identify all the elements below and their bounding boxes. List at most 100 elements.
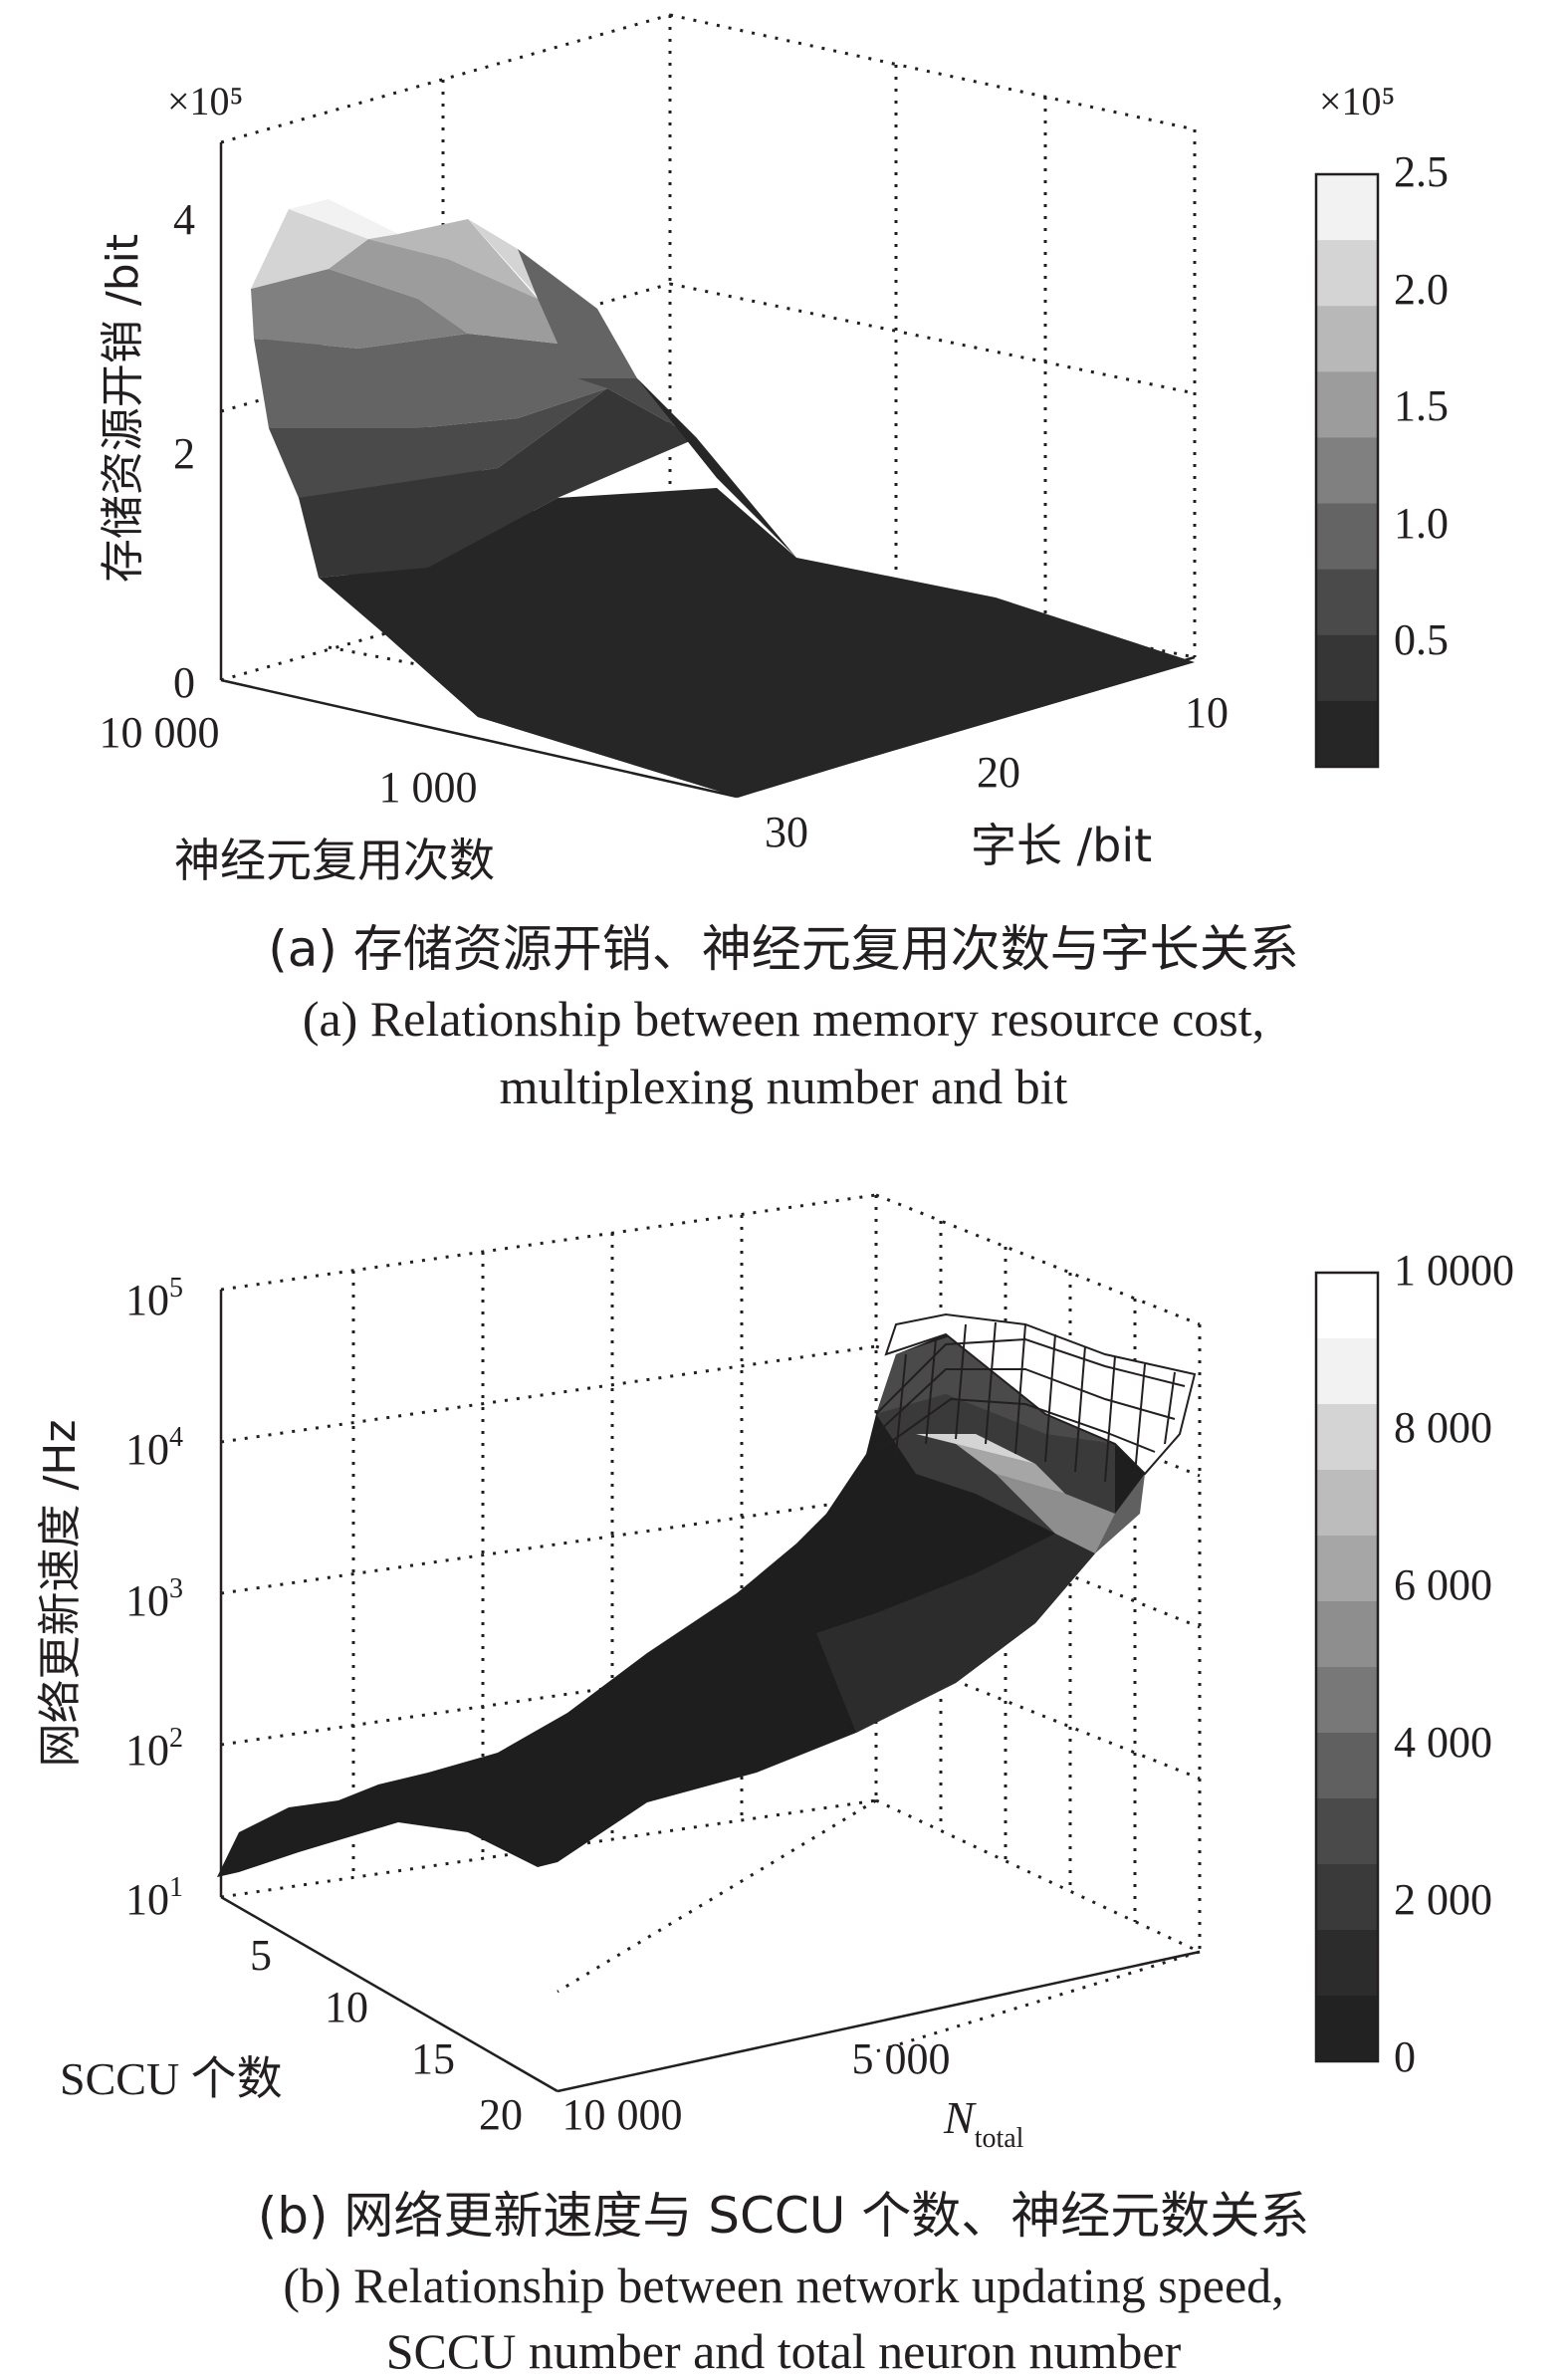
chart-a-z-ticks: 0 2 4	[173, 195, 195, 707]
chart-b-colorbar-tick: 4 000	[1394, 1718, 1492, 1767]
chart-b-z-tick: 104	[125, 1422, 183, 1474]
surface-b-main	[217, 1334, 1145, 1877]
surface-a-band-8	[251, 209, 368, 289]
chart-b-colorbar-level	[1316, 1404, 1378, 1471]
chart-a-colorbar-level	[1316, 569, 1378, 636]
chart-b-x-tick: 15	[411, 2034, 455, 2083]
chart-b-z-tick: 102	[125, 1723, 183, 1775]
chart-b-colorbar-tick: 2 000	[1394, 1875, 1492, 1924]
chart-b-colorbar-level	[1316, 1996, 1378, 2062]
chart-a-colorbar-level	[1316, 371, 1378, 438]
chart-b-z-tick: 103	[125, 1573, 183, 1625]
chart-a-colorbar-level	[1316, 437, 1378, 505]
chart-b-caption-cn: (b) 网络更新速度与 SCCU 个数、神经元数关系	[258, 2187, 1310, 2245]
chart-b-colorbar-level	[1316, 1536, 1378, 1602]
chart-b-y-ticks: 10 000 5 000	[562, 2034, 951, 2139]
chart-a-x-tick: 1 000	[379, 763, 478, 812]
chart-a-caption-en-line1: (a) Relationship between memory resource…	[303, 991, 1264, 1047]
chart-a-colorbar-tick: 2.5	[1394, 147, 1449, 196]
surface-a-band-6	[329, 239, 558, 344]
chart-b-z-tick: 101	[125, 1872, 183, 1924]
chart-b-colorbar: 1 0000 8 000 6 000 4 000 2 000 0	[1314, 1246, 1514, 2081]
chart-a-colorbar-tick: 1.5	[1394, 381, 1449, 430]
chart-b-y-label: Ntotal	[943, 2092, 1024, 2154]
chart-a-z-tick: 4	[173, 195, 195, 244]
chart-b-surface-mesh	[875, 1321, 1186, 1483]
chart-a-z-tick: 0	[173, 658, 195, 707]
surface-a-band-5	[251, 269, 468, 349]
chart-b-colorbar-level	[1316, 1601, 1378, 1668]
chart-a-x-label: 神经元复用次数	[174, 833, 495, 887]
chart-b-colorbar-level	[1316, 1930, 1378, 1997]
surface-a-band-7	[368, 219, 538, 299]
chart-b-colorbar-level	[1316, 1798, 1378, 1865]
chart-a-colorbar: ×10⁵ 2.5 2.0 1.5 1.0 0.5	[1314, 79, 1449, 769]
surface-a-band-1	[319, 488, 1195, 797]
chart-a-colorbar-level	[1316, 306, 1378, 372]
chart-a-caption-cn: (a) 存储资源开销、神经元复用次数与字长关系	[268, 920, 1299, 978]
chart-a-x-tick: 10 000	[100, 708, 220, 757]
chart-b-colorbar-level	[1316, 1733, 1378, 1799]
chart-b-y-tick: 10 000	[562, 2090, 683, 2139]
surface-b-band-8	[884, 1312, 1197, 1476]
chart-b-colorbar-level	[1316, 1338, 1378, 1405]
chart-b-colorbar-level	[1316, 1864, 1378, 1931]
chart-a-colorbar-ticks: 2.5 2.0 1.5 1.0 0.5	[1394, 147, 1449, 664]
chart-b-colorbar-tick: 6 000	[1394, 1560, 1492, 1609]
chart-a-colorbar-level	[1316, 700, 1378, 768]
surface-b-band-7	[916, 1434, 1035, 1464]
surface-b-band-5	[996, 1474, 1115, 1553]
chart-a: 0 2 4 ×10⁵ 10 000 1 000 10 20 30 存储资源开销 …	[98, 13, 1449, 1114]
surface-a-band-12	[577, 378, 697, 438]
chart-a-z-label: 存储资源开销 /bit	[98, 234, 148, 583]
chart-a-colorbar-levels	[1316, 174, 1378, 768]
chart-b-surface	[217, 1312, 1197, 1877]
chart-a-z-tick: 2	[173, 429, 195, 478]
chart-a-y-ticks: 10 20 30	[765, 688, 1229, 856]
surface-a-band-3	[269, 388, 607, 498]
chart-a-caption-en-line2: multiplexing number and bit	[500, 1059, 1068, 1114]
chart-a-surface	[251, 199, 1195, 797]
surface-a-band-2	[299, 388, 697, 578]
chart-a-y-tick: 30	[765, 808, 808, 856]
chart-a-colorbar-level	[1316, 174, 1378, 241]
chart-b-z-label: 网络更新速度 /Hz	[35, 1420, 86, 1768]
chart-b-y-tick: 5 000	[852, 2034, 951, 2083]
chart-b-x-tick: 5	[250, 1931, 272, 1980]
chart-b: 105 104 103 102 101 5 10 15 20 10 000 5 …	[35, 1193, 1514, 2379]
chart-a-colorbar-frame	[1314, 172, 1380, 769]
chart-b-colorbar-tick: 8 000	[1394, 1403, 1492, 1452]
chart-a-x-ticks: 10 000 1 000	[100, 708, 478, 812]
surface-b-band-4	[1095, 1474, 1145, 1553]
chart-b-x-ticks: 5 10 15 20	[250, 1931, 523, 2139]
chart-a-y-tick: 10	[1185, 688, 1229, 737]
chart-a-colorbar-level	[1316, 634, 1378, 702]
chart-a-y-label: 字长 /bit	[971, 819, 1152, 872]
chart-b-caption-en-line1: (b) Relationship between network updatin…	[283, 2258, 1283, 2313]
chart-b-colorbar-level	[1316, 1667, 1378, 1734]
chart-b-z-tick: 105	[125, 1273, 183, 1324]
chart-b-x-tick: 20	[479, 2090, 523, 2139]
chart-a-colorbar-level	[1316, 240, 1378, 307]
chart-b-z-ticks: 105 104 103 102 101	[125, 1273, 183, 1924]
chart-a-colorbar-level	[1316, 503, 1378, 571]
surface-a-band-13	[637, 378, 796, 558]
chart-b-x-tick: 10	[325, 1983, 368, 2031]
surface-b-band-1	[816, 1514, 1115, 1733]
chart-b-x-label: SCCU 个数	[60, 2053, 283, 2104]
chart-b-colorbar-levels	[1316, 1273, 1378, 2062]
chart-a-y-tick: 20	[977, 748, 1020, 797]
chart-a-colorbar-scale-label: ×10⁵	[1319, 79, 1396, 123]
chart-b-colorbar-tick: 0	[1394, 2032, 1416, 2081]
chart-a-colorbar-tick: 1.0	[1394, 499, 1449, 548]
chart-b-caption-en-line2: SCCU number and total neuron number	[386, 2323, 1182, 2379]
chart-b-colorbar-level	[1316, 1470, 1378, 1537]
chart-b-colorbar-tick: 1 0000	[1394, 1246, 1514, 1295]
chart-a-colorbar-tick: 2.0	[1394, 265, 1449, 314]
chart-a-colorbar-tick: 0.5	[1394, 615, 1449, 664]
chart-b-colorbar-level	[1316, 1273, 1378, 1339]
chart-b-colorbar-frame	[1314, 1271, 1380, 2063]
chart-a-scale-label: ×10⁵	[167, 79, 244, 123]
surface-b-band-6	[956, 1444, 1065, 1494]
